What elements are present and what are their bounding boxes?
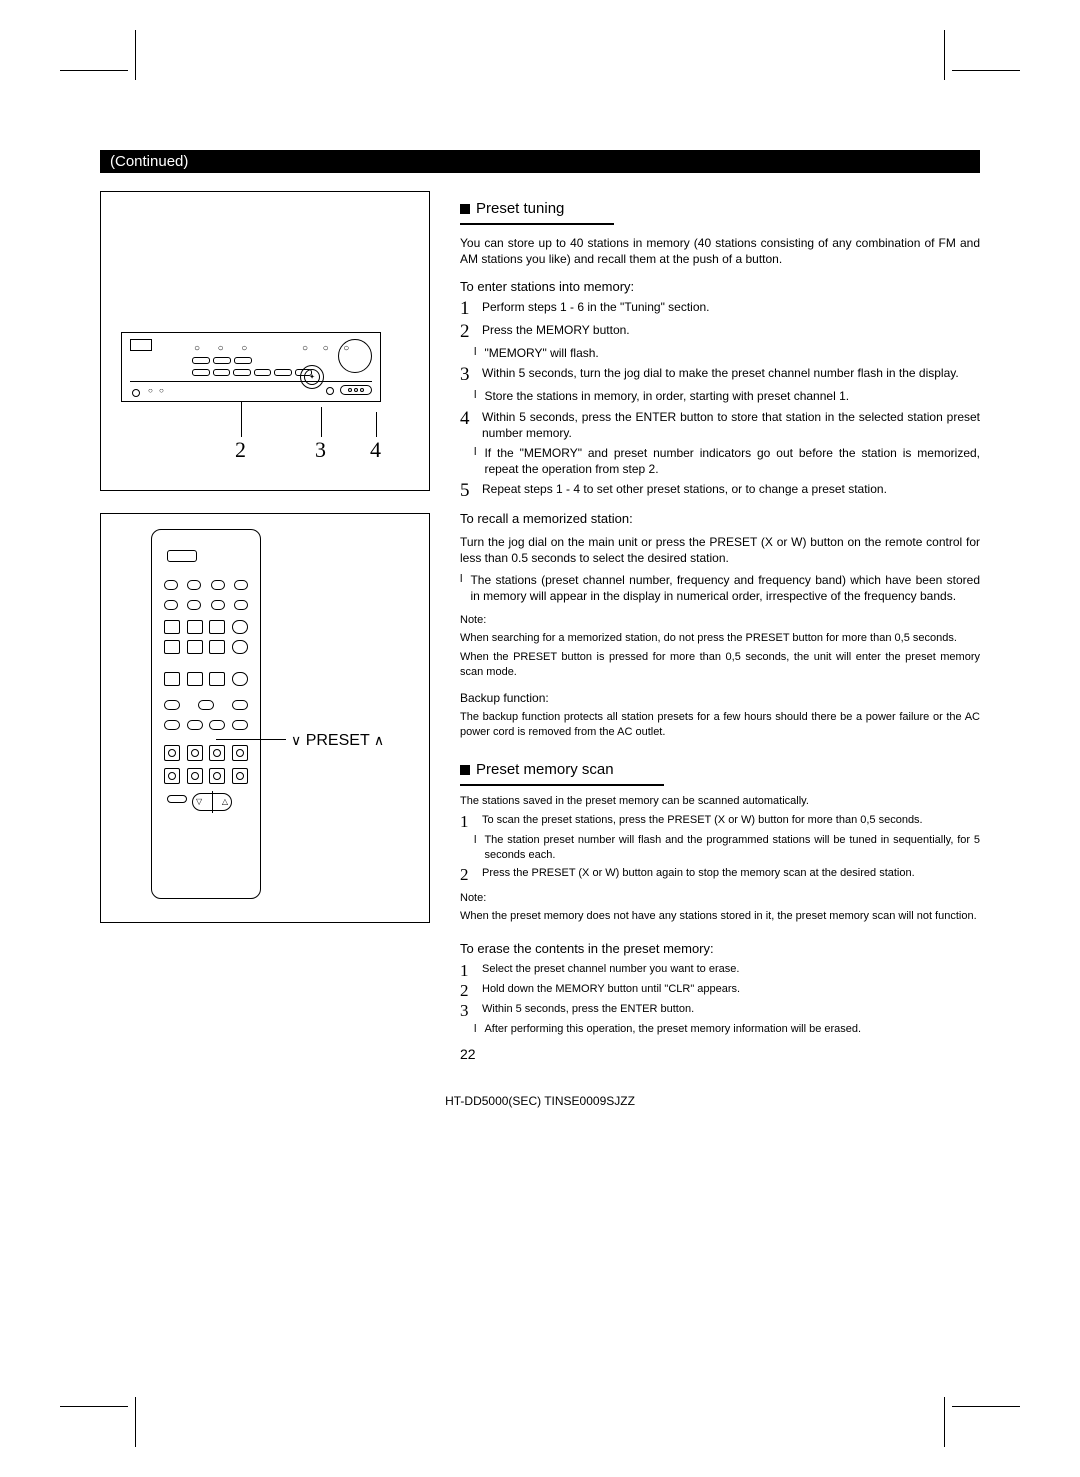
- step-5: 5Repeat steps 1 - 4 to set other preset …: [460, 481, 980, 500]
- preset-callout: ∨ PRESET ∧: [291, 732, 384, 750]
- note-label: Note:: [460, 613, 980, 628]
- backup-head: Backup function:: [460, 690, 980, 706]
- bullet: lThe stations (preset channel number, fr…: [460, 572, 980, 604]
- continued-header: (Continued): [100, 150, 980, 173]
- bullet: l"MEMORY" will flash.: [474, 345, 980, 361]
- callout-3: 3: [315, 437, 326, 463]
- remote-illustration: ▽△: [151, 529, 261, 899]
- note-text: When the preset memory does not have any…: [460, 909, 980, 924]
- recall-text: Turn the jog dial on the main unit or pr…: [460, 534, 980, 566]
- backup-text: The backup function protects all station…: [460, 710, 980, 740]
- callout-4: 4: [370, 437, 381, 463]
- remote-figure: ▽△ ∨ PRESET ∧: [100, 513, 430, 923]
- step-4: 4Within 5 seconds, press the ENTER butto…: [460, 409, 980, 441]
- step-2: 2Press the MEMORY button.: [460, 322, 980, 341]
- bullet: lThe station preset number will flash an…: [474, 833, 980, 863]
- section-preset-scan: Preset memory scan: [460, 760, 664, 786]
- bullet: lAfter performing this operation, the pr…: [474, 1022, 980, 1037]
- section-preset-tuning: Preset tuning: [460, 199, 614, 225]
- erase-step-1: 1Select the preset channel number you wa…: [460, 962, 980, 979]
- note-text: When the PRESET button is pressed for mo…: [460, 650, 980, 680]
- receiver-figure: ○ ○ ○ ○ ○ ○ ○ ○ ✦ 2 3 4: [100, 191, 430, 491]
- scan-step-2: 2Press the PRESET (X or W) button again …: [460, 866, 980, 883]
- scan-intro: The stations saved in the preset memory …: [460, 794, 980, 809]
- footer-model: HT-DD5000(SEC) TINSE0009SJZZ: [100, 1094, 980, 1108]
- bullet: lIf the "MEMORY" and preset number indic…: [474, 445, 980, 477]
- step-3: 3Within 5 seconds, turn the jog dial to …: [460, 365, 980, 384]
- erase-step-2: 2Hold down the MEMORY button until "CLR"…: [460, 982, 980, 999]
- note-text: When searching for a memorized station, …: [460, 631, 980, 646]
- callout-2: 2: [235, 437, 246, 463]
- erase-head: To erase the contents in the preset memo…: [460, 940, 980, 958]
- intro-text: You can store up to 40 stations in memor…: [460, 235, 980, 267]
- page-number: 22: [460, 1045, 980, 1064]
- enter-stations-head: To enter stations into memory:: [460, 278, 980, 296]
- note-label: Note:: [460, 891, 980, 906]
- recall-head: To recall a memorized station:: [460, 510, 980, 528]
- receiver-illustration: ○ ○ ○ ○ ○ ○ ○ ○ ✦: [121, 332, 381, 402]
- step-1: 1Perform steps 1 - 6 in the "Tuning" sec…: [460, 299, 980, 318]
- scan-step-1: 1To scan the preset stations, press the …: [460, 813, 980, 830]
- bullet: lStore the stations in memory, in order,…: [474, 388, 980, 404]
- erase-step-3: 3Within 5 seconds, press the ENTER butto…: [460, 1002, 980, 1019]
